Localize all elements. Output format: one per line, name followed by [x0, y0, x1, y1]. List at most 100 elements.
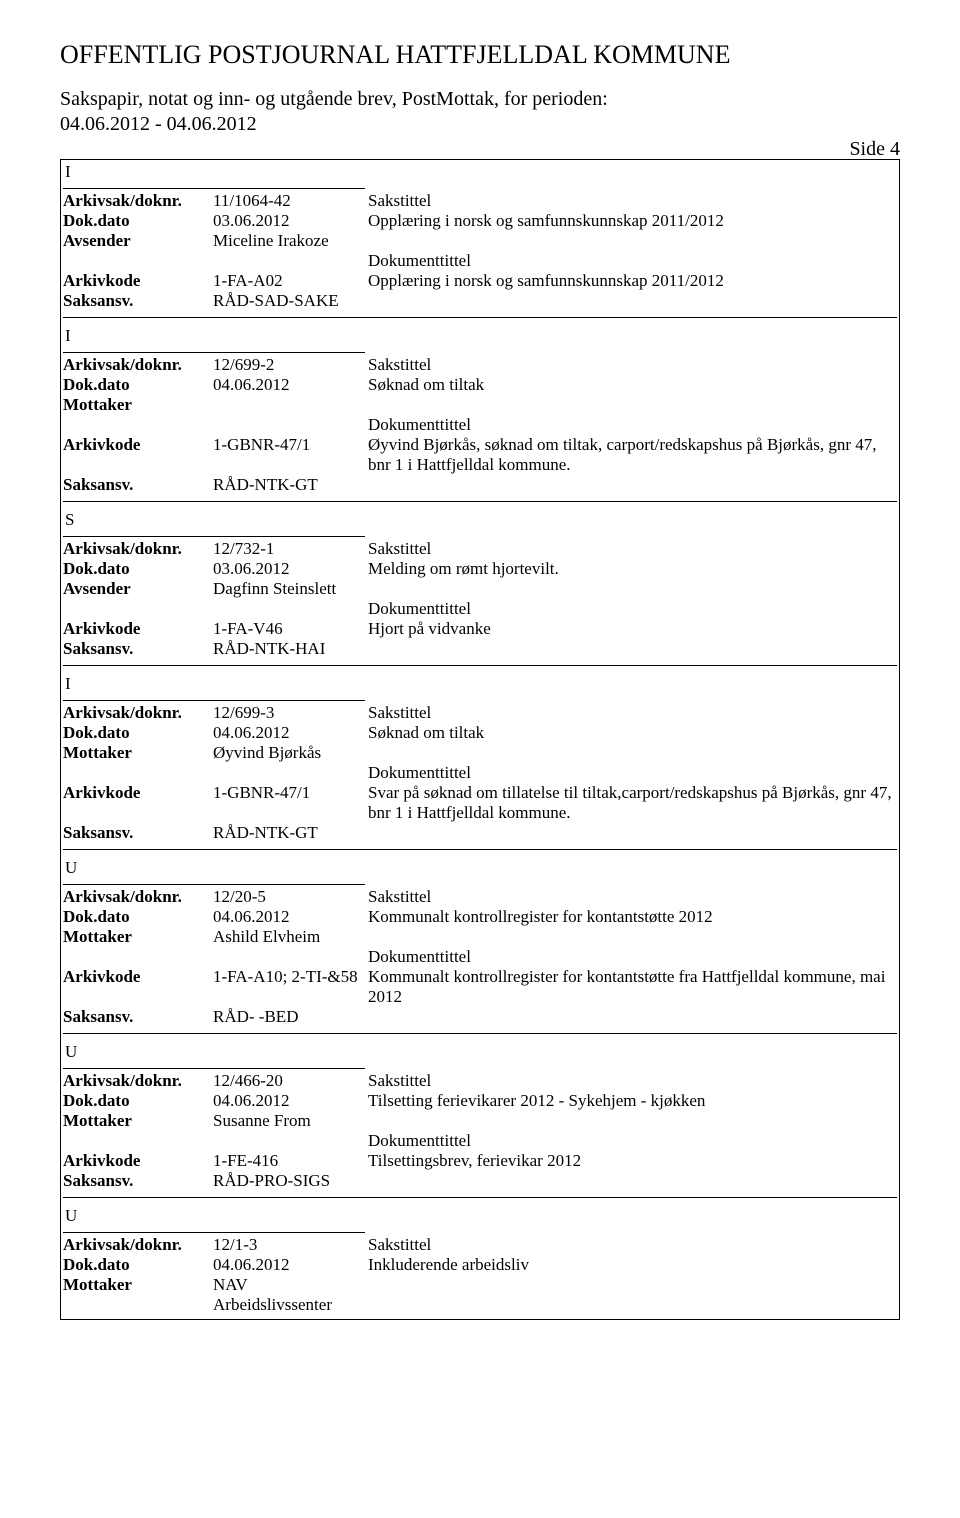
- field-label: Saksansv.: [63, 291, 213, 311]
- page-subtitle-line1: Sakspapir, notat og inn- og utgående bre…: [60, 88, 900, 111]
- field-label: Arkivkode: [63, 967, 213, 987]
- field-label: Arkivkode: [63, 1151, 213, 1171]
- field-value-col2: Dagfinn Steinslett: [213, 579, 368, 599]
- journal-entry: IArkivsak/doknr.12/699-2SakstittelDok.da…: [61, 324, 899, 508]
- journal-entry: IArkivsak/doknr.11/1064-42SakstittelDok.…: [61, 160, 899, 324]
- field-value-col2: 04.06.2012: [213, 1255, 368, 1275]
- page-main-title: OFFENTLIG POSTJOURNAL HATTFJELLDAL KOMMU…: [60, 40, 900, 70]
- journal-entry: SArkivsak/doknr.12/732-1SakstittelDok.da…: [61, 508, 899, 672]
- field-label: Saksansv.: [63, 639, 213, 659]
- field-value-col3: Melding om rømt hjortevilt.: [368, 559, 897, 579]
- field-value-col3: Dokumenttittel: [368, 947, 897, 967]
- field-value-col2: 03.06.2012: [213, 211, 368, 231]
- entry-type: U: [63, 856, 897, 880]
- field-value-col2: 1-FA-V46: [213, 619, 368, 639]
- field-label: Mottaker: [63, 743, 213, 763]
- field-value-col2: RÅD-NTK-GT: [213, 475, 368, 495]
- field-value-col3: Søknad om tiltak: [368, 375, 897, 395]
- entry-type: U: [63, 1040, 897, 1064]
- field-value-col3: Sakstittel: [368, 703, 897, 723]
- entry-type: S: [63, 508, 897, 532]
- field-value-col3: Tilsettingsbrev, ferievikar 2012: [368, 1151, 897, 1171]
- field-value-col2: RÅD- -BED: [213, 1007, 368, 1027]
- field-value-col2: 04.06.2012: [213, 907, 368, 927]
- field-label: Mottaker: [63, 927, 213, 947]
- field-value-col3: Dokumenttittel: [368, 415, 897, 435]
- field-value-col3: Dokumenttittel: [368, 251, 897, 271]
- field-value-col3: Inkluderende arbeidsliv: [368, 1255, 897, 1275]
- field-value-col2: 12/20-5: [213, 887, 368, 907]
- journal-container: IArkivsak/doknr.11/1064-42SakstittelDok.…: [60, 159, 900, 1320]
- field-value-col3: Svar på søknad om tillatelse til tiltak,…: [368, 783, 897, 823]
- field-label: Arkivsak/doknr.: [63, 1235, 213, 1255]
- journal-entry: I Arkivsak/doknr.12/699-3Sakstittel Dok.da…: [61, 672, 899, 856]
- field-value-col2: Øyvind Bjørkås: [213, 743, 368, 763]
- field-label: Mottaker: [63, 1275, 213, 1295]
- field-value-col2: RÅD-SAD-SAKE: [213, 291, 368, 311]
- field-label: Arkivsak/doknr.: [63, 887, 213, 907]
- field-value-col3: Sakstittel: [368, 191, 897, 211]
- field-value-col2: 12/699-3: [213, 703, 368, 723]
- field-value-col2: 12/699-2: [213, 355, 368, 375]
- field-label: Arkivsak/doknr.: [63, 539, 213, 559]
- field-label: Mottaker: [63, 395, 213, 415]
- entry-type: I: [63, 160, 897, 184]
- field-value-col3: Søknad om tiltak: [368, 723, 897, 743]
- field-value-col2: 1-FE-416: [213, 1151, 368, 1171]
- field-label: Dok.dato: [63, 723, 213, 743]
- field-label: Saksansv.: [63, 823, 213, 843]
- field-label: Avsender: [63, 231, 213, 251]
- field-value-col3: Hjort på vidvanke: [368, 619, 897, 639]
- field-value-col2: RÅD-NTK-GT: [213, 823, 368, 843]
- field-value-col3: Sakstittel: [368, 539, 897, 559]
- field-label: Saksansv.: [63, 1171, 213, 1191]
- field-value-col3: Sakstittel: [368, 355, 897, 375]
- field-label: Arkivkode: [63, 619, 213, 639]
- field-value-col2: 1-GBNR-47/1: [213, 435, 368, 455]
- field-value-col2: 1-FA-A02: [213, 271, 368, 291]
- field-value-col2: 1-GBNR-47/1: [213, 783, 368, 803]
- field-value-col3: Dokumenttittel: [368, 599, 897, 619]
- field-label: Dok.dato: [63, 1091, 213, 1111]
- field-value-col2: 04.06.2012: [213, 723, 368, 743]
- entry-type: U: [63, 1204, 897, 1228]
- journal-entry: U Arkivsak/doknr.12/20-5Sakstittel Dok.dat…: [61, 856, 899, 1040]
- field-label: Arkivsak/doknr.: [63, 191, 213, 211]
- field-label: Saksansv.: [63, 1007, 213, 1027]
- field-value-col3: Sakstittel: [368, 887, 897, 907]
- field-value-col2: 12/1-3: [213, 1235, 368, 1255]
- field-value-col2: RÅD-PRO-SIGS: [213, 1171, 368, 1191]
- field-value-col2: NAV Arbeidslivssenter: [213, 1275, 368, 1315]
- field-label: Dok.dato: [63, 375, 213, 395]
- page-number: Side 4: [849, 138, 900, 161]
- field-value-col3: Opplæring i norsk og samfunnskunnskap 20…: [368, 271, 897, 291]
- field-label: Mottaker: [63, 1111, 213, 1131]
- field-label: Arkivkode: [63, 435, 213, 455]
- field-label: Arkivsak/doknr.: [63, 355, 213, 375]
- entry-type: I: [63, 672, 897, 696]
- field-label: Dok.dato: [63, 211, 213, 231]
- field-value-col2: 12/466-20: [213, 1071, 368, 1091]
- field-value-col3: Sakstittel: [368, 1071, 897, 1091]
- field-value-col3: Kommunalt kontrollregister for kontantst…: [368, 967, 897, 1007]
- journal-entry: UArkivsak/doknr.12/1-3SakstittelDok.dato…: [61, 1204, 899, 1319]
- field-value-col3: Dokumenttittel: [368, 763, 897, 783]
- field-value-col3: Øyvind Bjørkås, søknad om tiltak, carpor…: [368, 435, 897, 475]
- journal-entry: U Arkivsak/doknr.12/466-20Sakstittel Dok.d…: [61, 1040, 899, 1204]
- field-value-col2: Miceline Irakoze: [213, 231, 368, 251]
- field-label: Arkivsak/doknr.: [63, 1071, 213, 1091]
- field-label: Dok.dato: [63, 559, 213, 579]
- field-label: Arkivsak/doknr.: [63, 703, 213, 723]
- field-label: Arkivkode: [63, 783, 213, 803]
- field-value-col3: Opplæring i norsk og samfunnskunnskap 20…: [368, 211, 897, 231]
- field-value-col3: Dokumenttittel: [368, 1131, 897, 1151]
- field-value-col2: 04.06.2012: [213, 1091, 368, 1111]
- field-label: Saksansv.: [63, 475, 213, 495]
- field-value-col2: 04.06.2012: [213, 375, 368, 395]
- field-value-col3: Kommunalt kontrollregister for kontantst…: [368, 907, 897, 927]
- field-value-col2: 1-FA-A10; 2-TI-&58: [213, 967, 368, 987]
- field-label: Arkivkode: [63, 271, 213, 291]
- field-value-col3: Tilsetting ferievikarer 2012 - Sykehjem …: [368, 1091, 897, 1111]
- field-value-col2: Susanne From: [213, 1111, 368, 1131]
- field-label: Dok.dato: [63, 907, 213, 927]
